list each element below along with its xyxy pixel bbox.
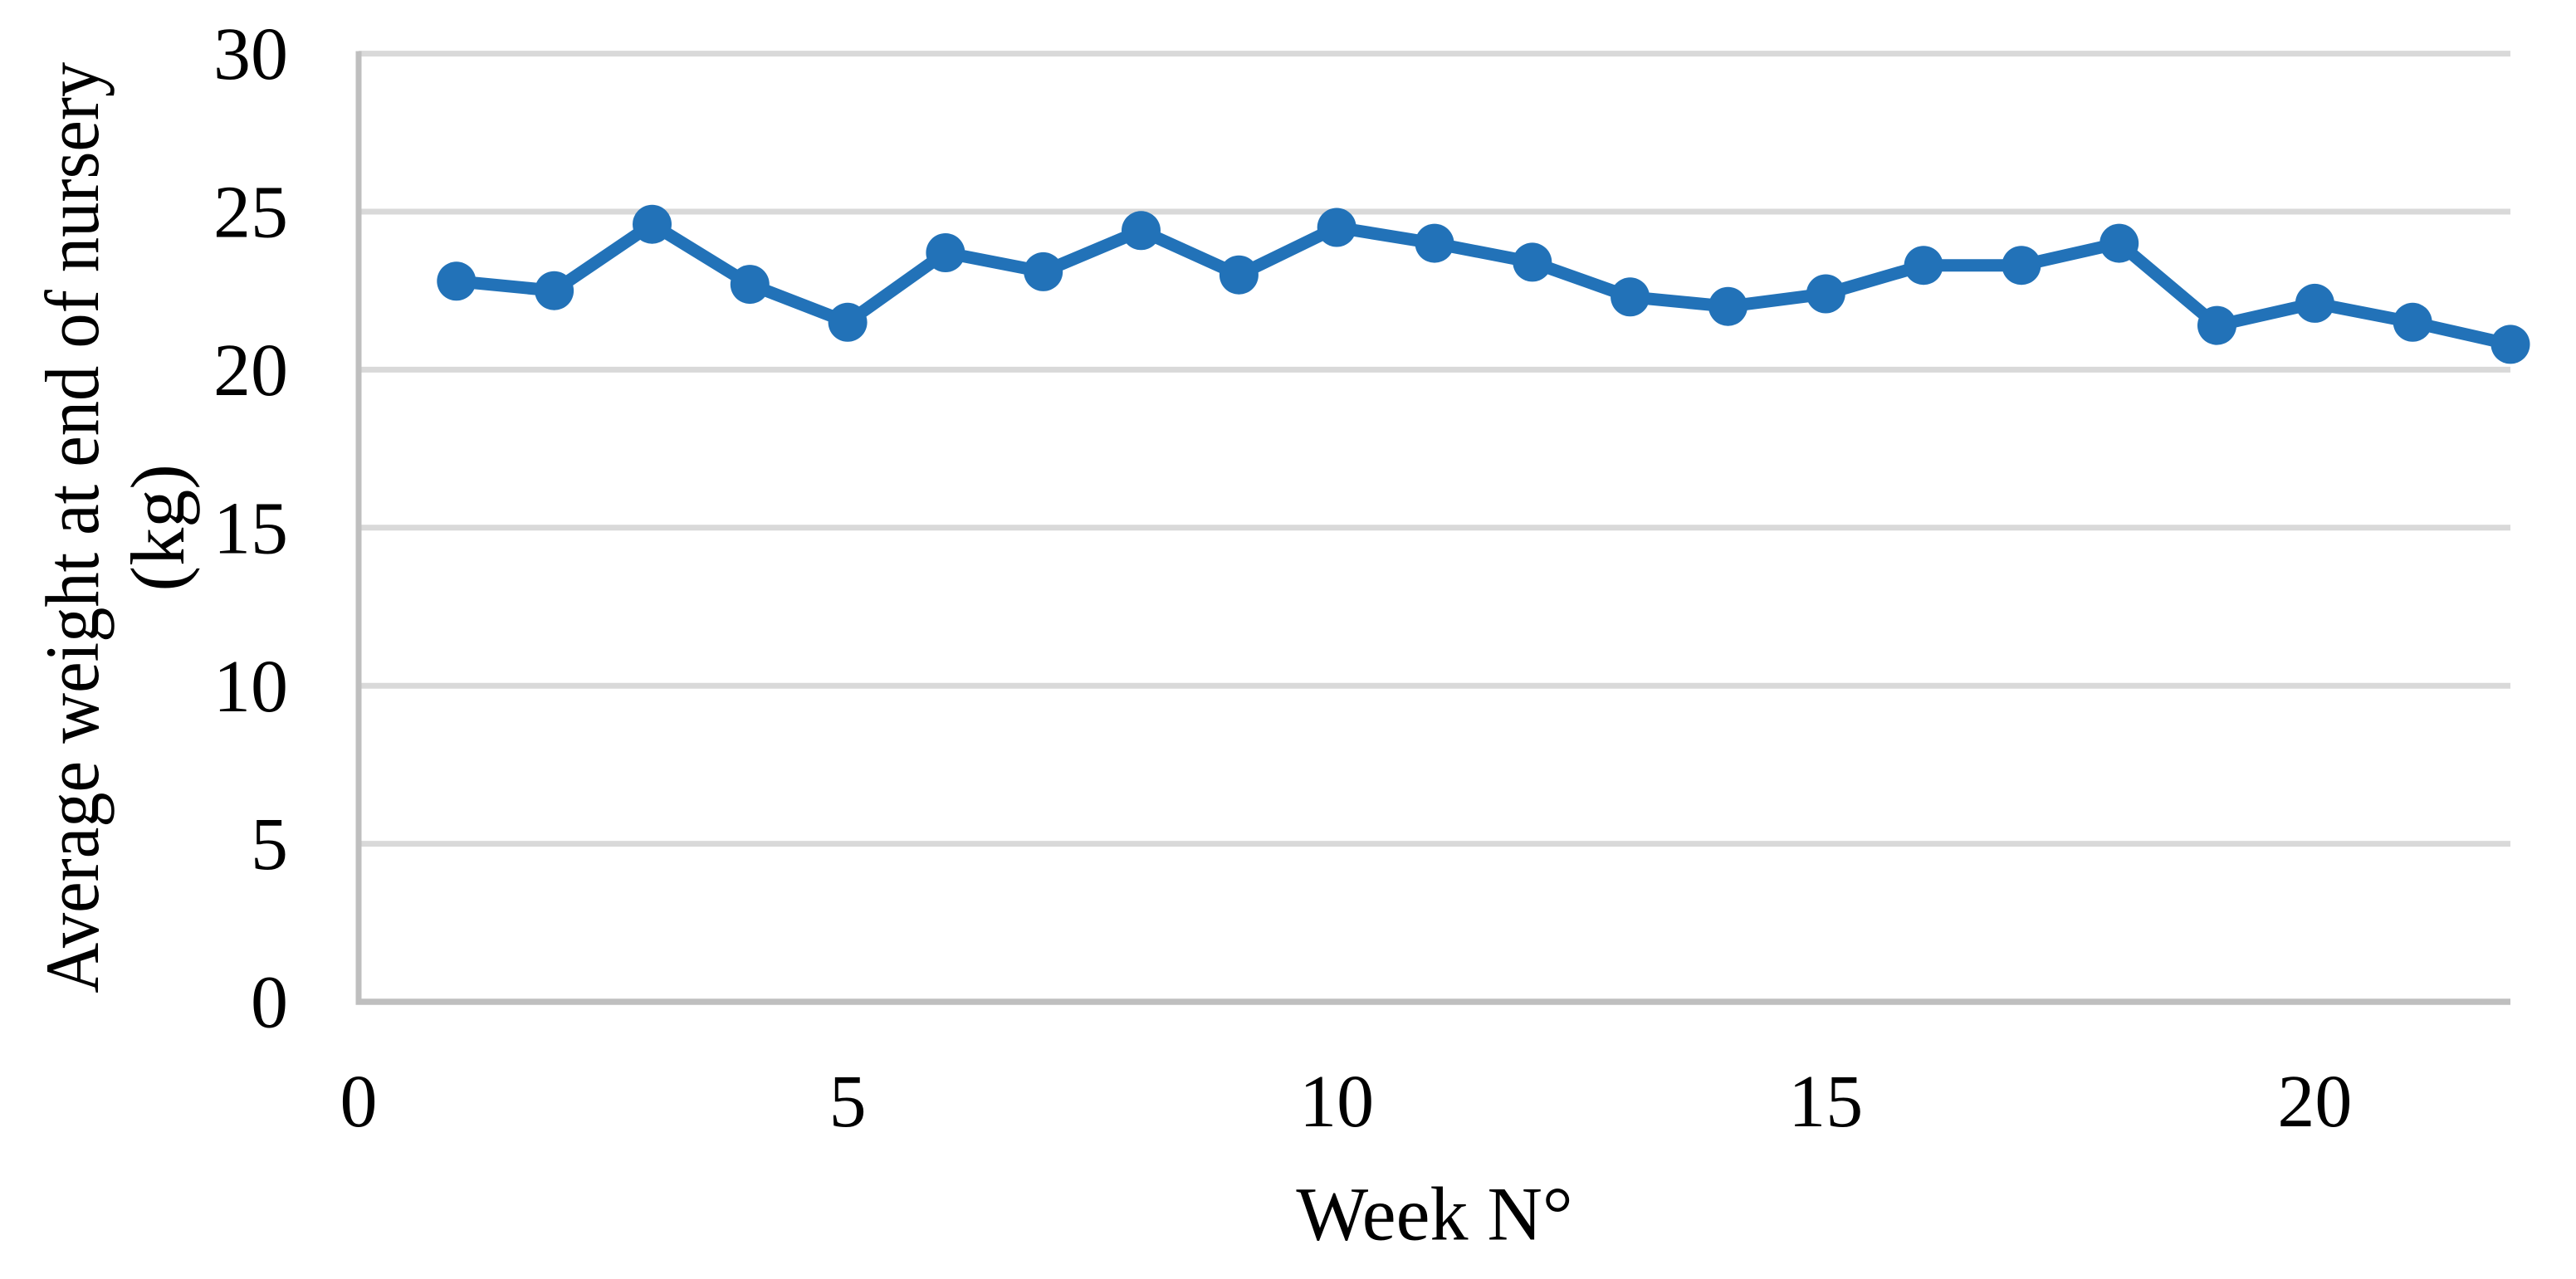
data-point-week-5 (828, 302, 868, 342)
x-tick-label-15: 15 (1788, 1061, 1863, 1143)
data-point-week-20 (2295, 283, 2334, 323)
data-point-week-2 (535, 271, 574, 310)
data-point-week-8 (1122, 211, 1161, 251)
data-point-week-13 (1611, 277, 1650, 317)
data-point-week-19 (2197, 305, 2236, 345)
weight-series-line (450, 217, 2517, 351)
x-tick-label-5: 5 (829, 1061, 867, 1143)
y-axis-title-line1: Average weight at end of nursery (30, 62, 115, 993)
data-point-week-1 (437, 261, 477, 301)
axis-layer (355, 51, 2510, 1005)
y-tick-label-5: 5 (251, 803, 288, 886)
x-tick-label-20: 20 (2277, 1061, 2352, 1143)
y-tick-label-25: 25 (213, 172, 288, 254)
x-tick-label-0: 0 (340, 1061, 378, 1143)
y-tick-label-20: 20 (213, 330, 288, 412)
series-layer (437, 204, 2530, 364)
data-point-week-6 (926, 233, 965, 272)
data-point-week-11 (1415, 223, 1454, 263)
y-tick-label-0: 0 (251, 962, 288, 1044)
data-point-week-17 (2002, 246, 2041, 286)
data-point-week-12 (1513, 242, 1552, 282)
y-axis-title-line2: (kg) (115, 464, 200, 591)
data-point-week-3 (633, 204, 672, 244)
y-tick-label-30: 30 (213, 13, 288, 95)
data-point-week-22 (2490, 325, 2530, 364)
x-axis-title: Week N° (1296, 1171, 1572, 1256)
data-point-week-7 (1024, 251, 1063, 291)
data-point-week-21 (2393, 302, 2432, 342)
data-point-week-18 (2099, 223, 2139, 263)
x-tick-label-10: 10 (1299, 1061, 1374, 1143)
data-point-week-9 (1219, 255, 1259, 295)
data-point-week-15 (1806, 274, 1845, 314)
data-point-week-16 (1904, 246, 1943, 286)
label-layer: 0 5 10 15 20 25 30 0 5 10 15 20 Week N° Average weigh… (30, 13, 2352, 1256)
gridline-layer (359, 51, 2510, 847)
data-point-week-14 (1708, 286, 1747, 326)
data-point-week-10 (1317, 207, 1356, 247)
y-tick-label-15: 15 (213, 487, 288, 569)
y-tick-label-10: 10 (213, 646, 288, 728)
data-point-week-4 (730, 265, 770, 305)
